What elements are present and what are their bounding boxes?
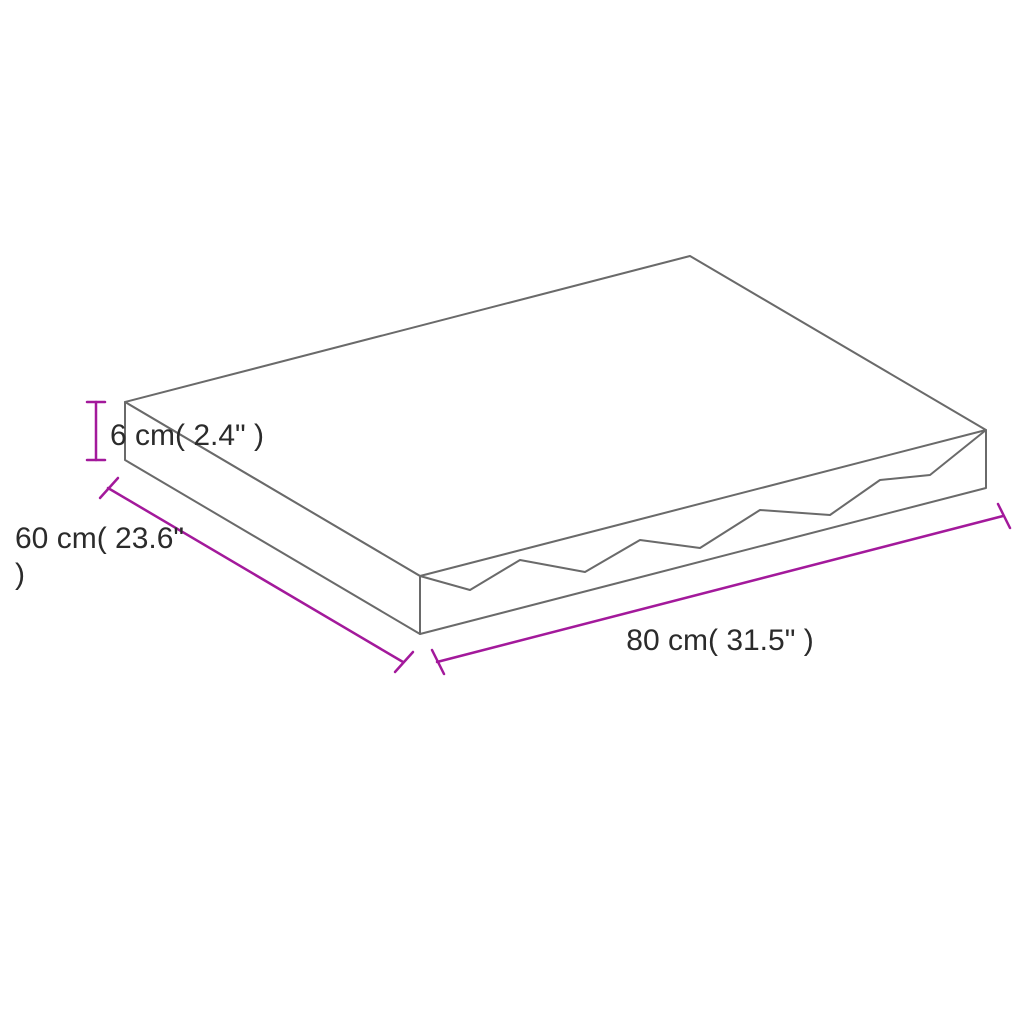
label-depth-line1: 60 cm( 23.6"	[15, 522, 184, 555]
dimension-diagram: 6 cm( 2.4" ) 60 cm( 23.6" ) 80 cm( 31.5"…	[0, 0, 1024, 1024]
label-width: 80 cm( 31.5" )	[626, 624, 813, 657]
dimension-height	[87, 402, 105, 460]
label-height: 6 cm( 2.4" )	[110, 419, 264, 452]
label-depth-line2: )	[15, 558, 25, 591]
